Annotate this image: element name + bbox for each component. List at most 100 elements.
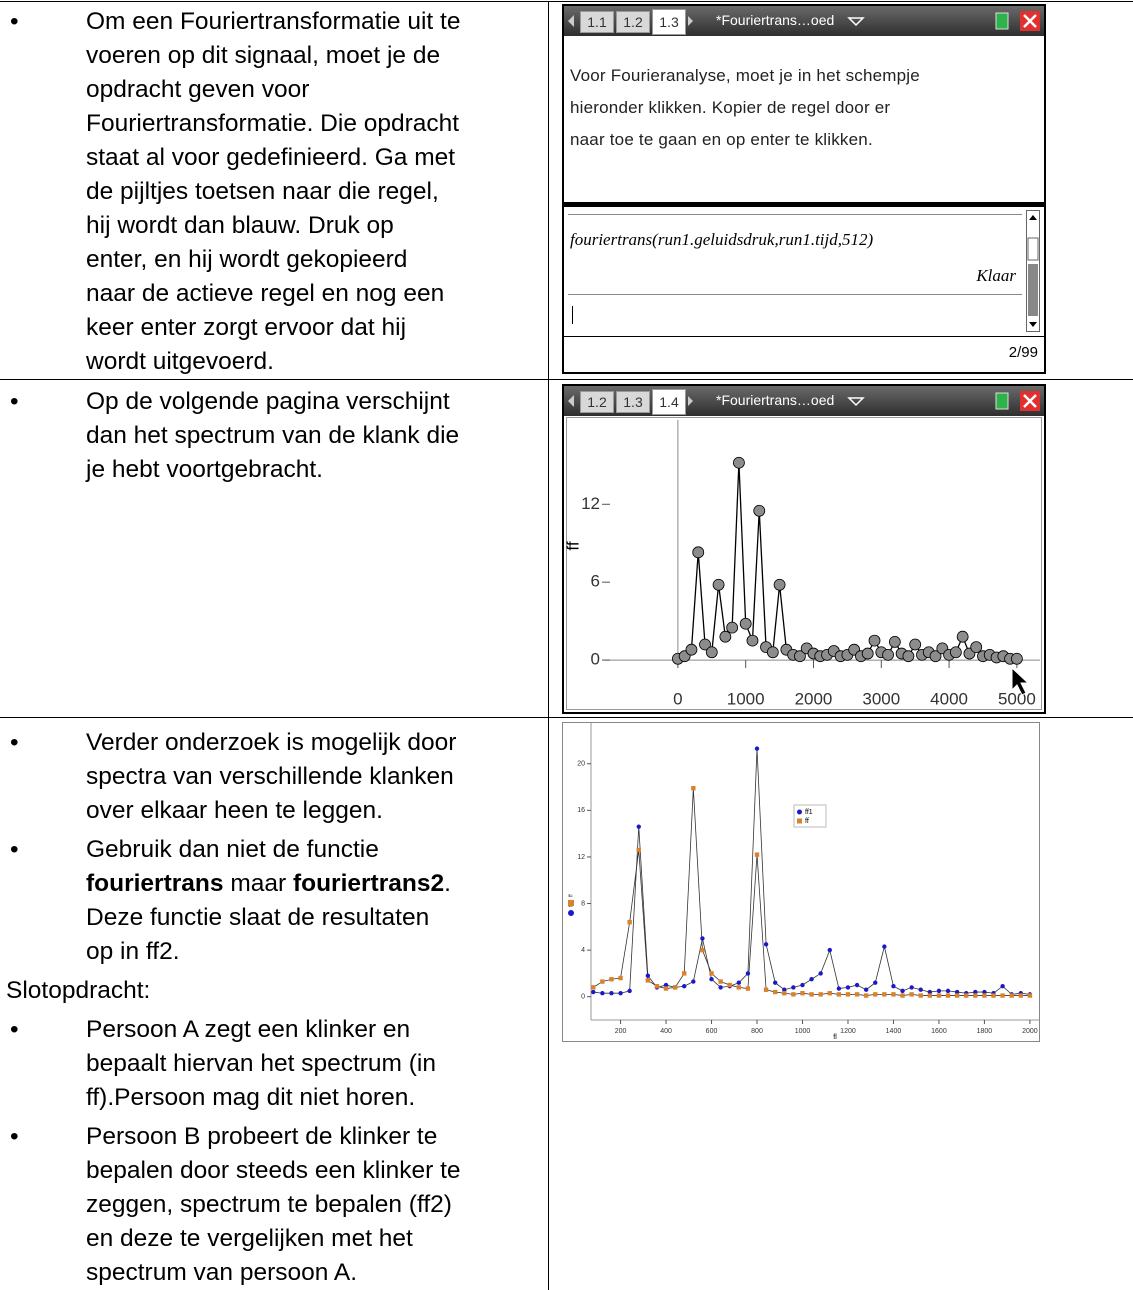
list-item: •Om een Fouriertransformatie uit tevoere… bbox=[0, 5, 546, 379]
data-point bbox=[655, 984, 659, 988]
text-line: hij wordt dan blauw. Druk op bbox=[86, 209, 546, 243]
data-point bbox=[591, 990, 595, 994]
data-point bbox=[710, 977, 714, 981]
calculator-screen: Voor Fourieranalyse, moet je in het sche… bbox=[562, 4, 1046, 374]
y-tick-label: 0 bbox=[591, 650, 600, 669]
data-point bbox=[819, 993, 823, 997]
text-line: Verder onderzoek is mogelijk door bbox=[86, 726, 546, 760]
data-point bbox=[801, 991, 805, 995]
data-point bbox=[682, 984, 686, 988]
legend-label: ff1 bbox=[805, 809, 813, 816]
table-rule bbox=[0, 717, 1133, 718]
text-line: enter, en hij wordt gekopieerd bbox=[86, 243, 546, 277]
data-point bbox=[737, 981, 741, 985]
data-point bbox=[619, 976, 623, 980]
data-point bbox=[892, 984, 896, 988]
text-line: Om een Fouriertransformatie uit te bbox=[86, 5, 546, 39]
x-tick-label: 1600 bbox=[931, 1028, 947, 1035]
list-item: Slotopdracht: bbox=[0, 974, 546, 1008]
battery bbox=[996, 393, 1008, 409]
y-axis-label: ff bbox=[564, 541, 582, 550]
calculator-screen: 0612010002000300040005000flff 1.21.31.4*… bbox=[562, 384, 1046, 714]
x-tick-label: 1400 bbox=[886, 1028, 902, 1035]
data-point bbox=[782, 991, 786, 995]
entry-line bbox=[568, 294, 1022, 295]
list-item: •Op de volgende pagina verschijntdan het… bbox=[0, 385, 546, 487]
data-point bbox=[955, 990, 959, 994]
plot-frame bbox=[567, 418, 1042, 710]
menu-triangle bbox=[849, 398, 863, 405]
data-point bbox=[601, 991, 605, 995]
data-point bbox=[591, 986, 595, 990]
data-point bbox=[855, 993, 859, 997]
y-tick-label: 16 bbox=[577, 807, 585, 814]
text: . bbox=[444, 870, 451, 897]
data-point bbox=[646, 979, 650, 983]
data-point bbox=[864, 988, 868, 992]
data-point bbox=[1001, 984, 1005, 988]
data-point bbox=[1010, 994, 1014, 998]
text-line: opdracht geven voor bbox=[86, 73, 546, 107]
data-point bbox=[727, 622, 738, 633]
data-point bbox=[755, 747, 759, 751]
x-tick-label: 600 bbox=[706, 1028, 718, 1035]
battery bbox=[996, 13, 1008, 29]
data-point bbox=[992, 994, 996, 998]
y-tick-label: 12 bbox=[581, 494, 600, 513]
data-point bbox=[889, 636, 900, 647]
legend: ff1 ff bbox=[794, 805, 826, 827]
x-tick-label: 800 bbox=[751, 1028, 763, 1035]
legend-marker bbox=[797, 810, 802, 815]
page: •Om een Fouriertransformatie uit tevoere… bbox=[0, 0, 1133, 1290]
data-point bbox=[792, 993, 796, 997]
data-point bbox=[637, 825, 641, 829]
data-point bbox=[928, 994, 932, 998]
data-point bbox=[903, 651, 914, 662]
data-point bbox=[846, 986, 850, 990]
data-point bbox=[664, 987, 668, 991]
data-point bbox=[810, 977, 814, 981]
x-axis-label: fl bbox=[846, 709, 855, 712]
data-point bbox=[720, 631, 731, 642]
doc-title: *Fouriertrans…oed bbox=[716, 12, 834, 28]
data-point bbox=[619, 991, 623, 995]
data-point bbox=[682, 972, 686, 976]
data-point bbox=[910, 993, 914, 997]
data-point bbox=[740, 618, 751, 629]
divider bbox=[564, 202, 1044, 207]
data-point bbox=[901, 994, 905, 998]
text-line: bepalen door steeds een klinker te bbox=[86, 1154, 546, 1188]
data-point bbox=[950, 647, 961, 658]
text-line: spectra van verschillende klanken bbox=[86, 760, 546, 794]
screen-text: naar toe te gaan en op enter te klikken. bbox=[570, 130, 873, 150]
page-tab: 1.2 bbox=[580, 391, 614, 413]
data-point bbox=[883, 945, 887, 949]
data-point bbox=[862, 648, 873, 659]
data-point bbox=[701, 948, 705, 952]
page-tab: 1.4 bbox=[652, 389, 686, 415]
data-point bbox=[754, 505, 765, 516]
text-line: Persoon B probeert de klinker te bbox=[86, 1120, 546, 1154]
bullet: • bbox=[10, 726, 19, 760]
data-point bbox=[1028, 994, 1032, 998]
data-point bbox=[883, 649, 894, 660]
text-line: de pijltjes toetsen naar die regel, bbox=[86, 175, 546, 209]
doc-title: *Fouriertrans…oed bbox=[716, 392, 834, 408]
legend-label: ff bbox=[805, 818, 809, 825]
data-point bbox=[747, 635, 758, 646]
y-tick-label: 0 bbox=[581, 994, 585, 1001]
data-point bbox=[937, 989, 941, 993]
data-point bbox=[892, 993, 896, 997]
text-line: spectrum van persoon A. bbox=[86, 1256, 546, 1290]
data-point bbox=[664, 983, 668, 987]
page-tab: 1.3 bbox=[652, 9, 686, 35]
text-line: je hebt voortgebracht. bbox=[86, 453, 546, 487]
data-point bbox=[928, 990, 932, 994]
data-point bbox=[737, 986, 741, 990]
data-point bbox=[792, 986, 796, 990]
list-item: •Persoon A zegt een klinker enbepaalt hi… bbox=[0, 1013, 546, 1115]
x-tick-label: 200 bbox=[615, 1028, 627, 1035]
